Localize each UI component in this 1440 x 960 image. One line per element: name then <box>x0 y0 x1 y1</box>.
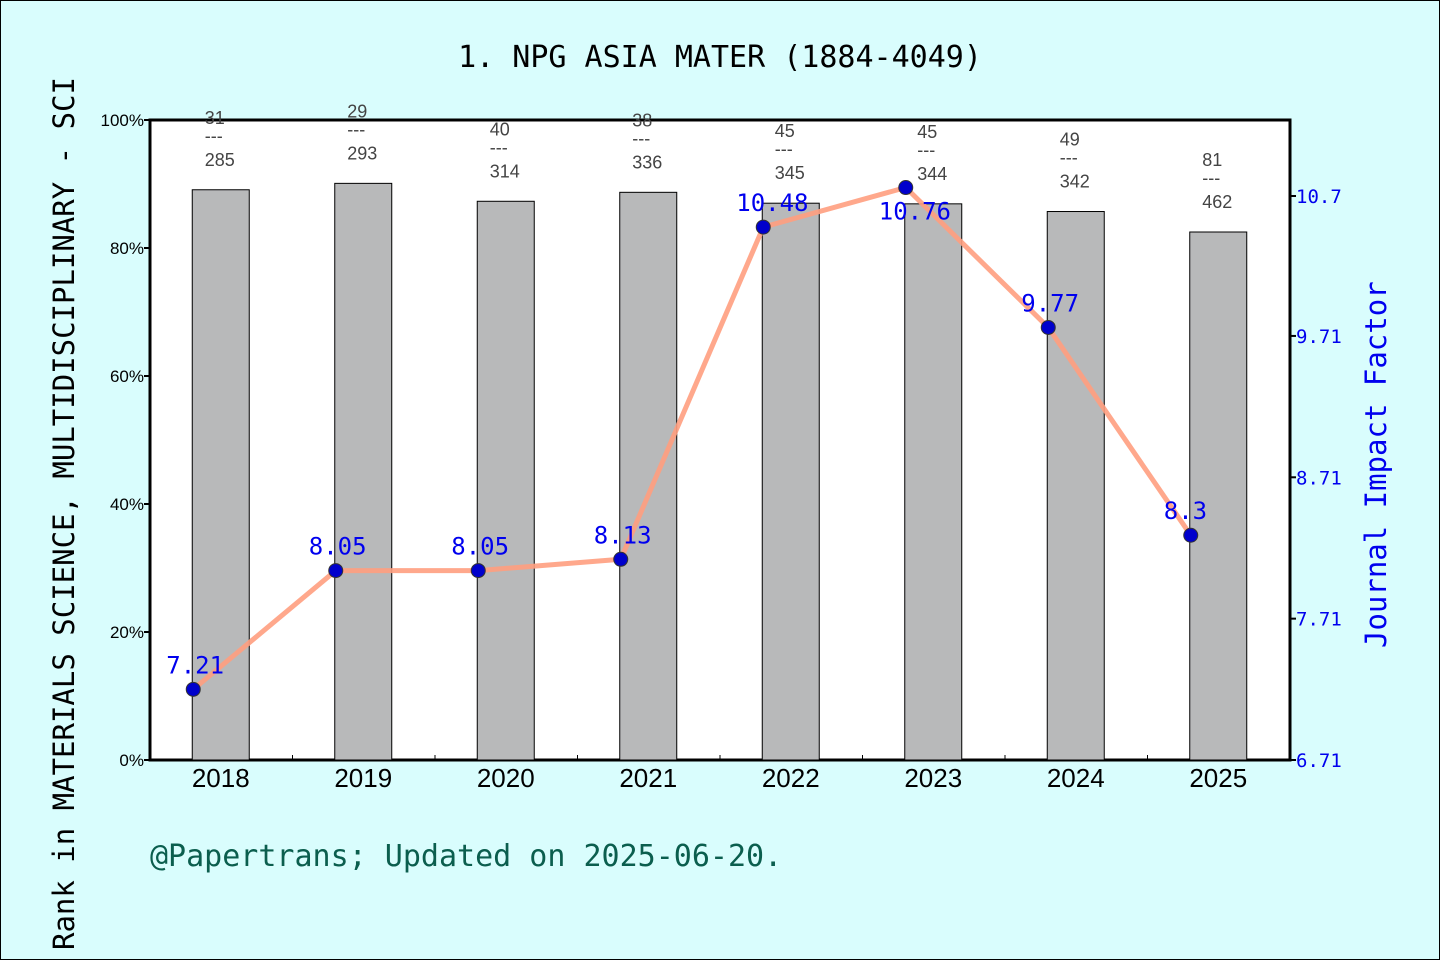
y2-tick-label: 7.71 <box>1296 609 1342 631</box>
y-tick-label: 60% <box>110 367 144 386</box>
impact-factor-label: 10.48 <box>736 189 808 217</box>
total-label: 342 <box>1060 172 1090 192</box>
rank-divider: --- <box>917 140 935 160</box>
bar-2024 <box>1046 211 1105 761</box>
impact-factor-label: 8.05 <box>309 533 367 561</box>
bar-2022 <box>761 202 820 761</box>
rank-label: 40 <box>490 119 510 139</box>
y2-tick-label: 10.7 <box>1296 186 1342 208</box>
y-tick-label: 40% <box>110 495 144 514</box>
impact-factor-label: 9.77 <box>1021 289 1079 317</box>
y-axis-label: Rank in MATERIALS SCIENCE, MULTIDISCIPLI… <box>47 77 81 950</box>
impact-factor-point-2024 <box>1040 319 1056 335</box>
total-label: 293 <box>347 143 377 163</box>
y2-tick-label: 9.71 <box>1296 326 1342 348</box>
x-tick-label: 2022 <box>762 763 820 793</box>
total-label: 345 <box>775 163 805 183</box>
y-tick-label: 0% <box>119 751 144 770</box>
rank-label: 81 <box>1202 150 1222 170</box>
impact-factor-point-2018 <box>185 681 201 697</box>
total-label: 336 <box>632 152 662 172</box>
x-tick-label: 2024 <box>1047 763 1105 793</box>
rank-divider: --- <box>1202 168 1220 188</box>
rank-label: 45 <box>917 122 937 142</box>
bar-2020 <box>476 200 535 761</box>
x-tick-label: 2018 <box>192 763 250 793</box>
rank-label: 38 <box>632 110 652 130</box>
impact-factor-point-2022 <box>755 219 771 235</box>
total-label: 314 <box>490 161 520 181</box>
impact-factor-line <box>191 185 1193 692</box>
rank-label: 45 <box>775 121 795 141</box>
x-tick-label: 2023 <box>904 763 962 793</box>
total-label: 344 <box>917 164 947 184</box>
x-tick-label: 2021 <box>619 763 677 793</box>
rank-divider: --- <box>205 126 223 146</box>
total-label: 285 <box>205 150 235 170</box>
rank-label: 29 <box>347 101 367 121</box>
footer-credit: @Papertrans; Updated on 2025-06-20. <box>150 839 782 874</box>
x-tick-label: 2020 <box>477 763 535 793</box>
y2-tick-label: 6.71 <box>1296 750 1342 772</box>
bar-2025 <box>1189 231 1248 761</box>
rank-divider: --- <box>632 128 650 148</box>
plot-area <box>148 118 1292 762</box>
impact-factor-point-2019 <box>328 563 344 579</box>
rank-divider: --- <box>1060 148 1078 168</box>
rank-divider: --- <box>347 119 365 139</box>
chart-title: 1. NPG ASIA MATER (1884-4049) <box>458 40 982 75</box>
rank-label: 49 <box>1060 130 1080 150</box>
y-tick-label: 20% <box>110 623 144 642</box>
total-label: 462 <box>1202 192 1232 212</box>
impact-factor-label: 8.05 <box>451 533 509 561</box>
rank-label: 31 <box>205 108 225 128</box>
y-tick-label: 80% <box>110 239 144 258</box>
impact-factor-point-2023 <box>898 180 914 196</box>
impact-factor-label: 10.76 <box>879 198 951 226</box>
y2-tick-label: 8.71 <box>1296 467 1342 489</box>
impact-factor-label: 7.21 <box>166 651 224 679</box>
rank-divider: --- <box>490 137 508 157</box>
impact-factor-point-2025 <box>1183 527 1199 543</box>
y2-axis-label: Journal Impact Factor <box>1359 281 1393 648</box>
bar-2021 <box>619 191 678 761</box>
impact-factor-label: 8.3 <box>1164 497 1207 525</box>
y-tick-label: 100% <box>101 111 144 130</box>
impact-factor-label: 8.13 <box>594 521 652 549</box>
x-tick-label: 2019 <box>334 763 392 793</box>
rank-divider: --- <box>775 139 793 159</box>
x-tick-label: 2025 <box>1189 763 1247 793</box>
impact-factor-point-2021 <box>613 551 629 567</box>
bar-2023 <box>904 203 963 761</box>
impact-factor-point-2020 <box>470 563 486 579</box>
bar-2019 <box>334 182 393 761</box>
